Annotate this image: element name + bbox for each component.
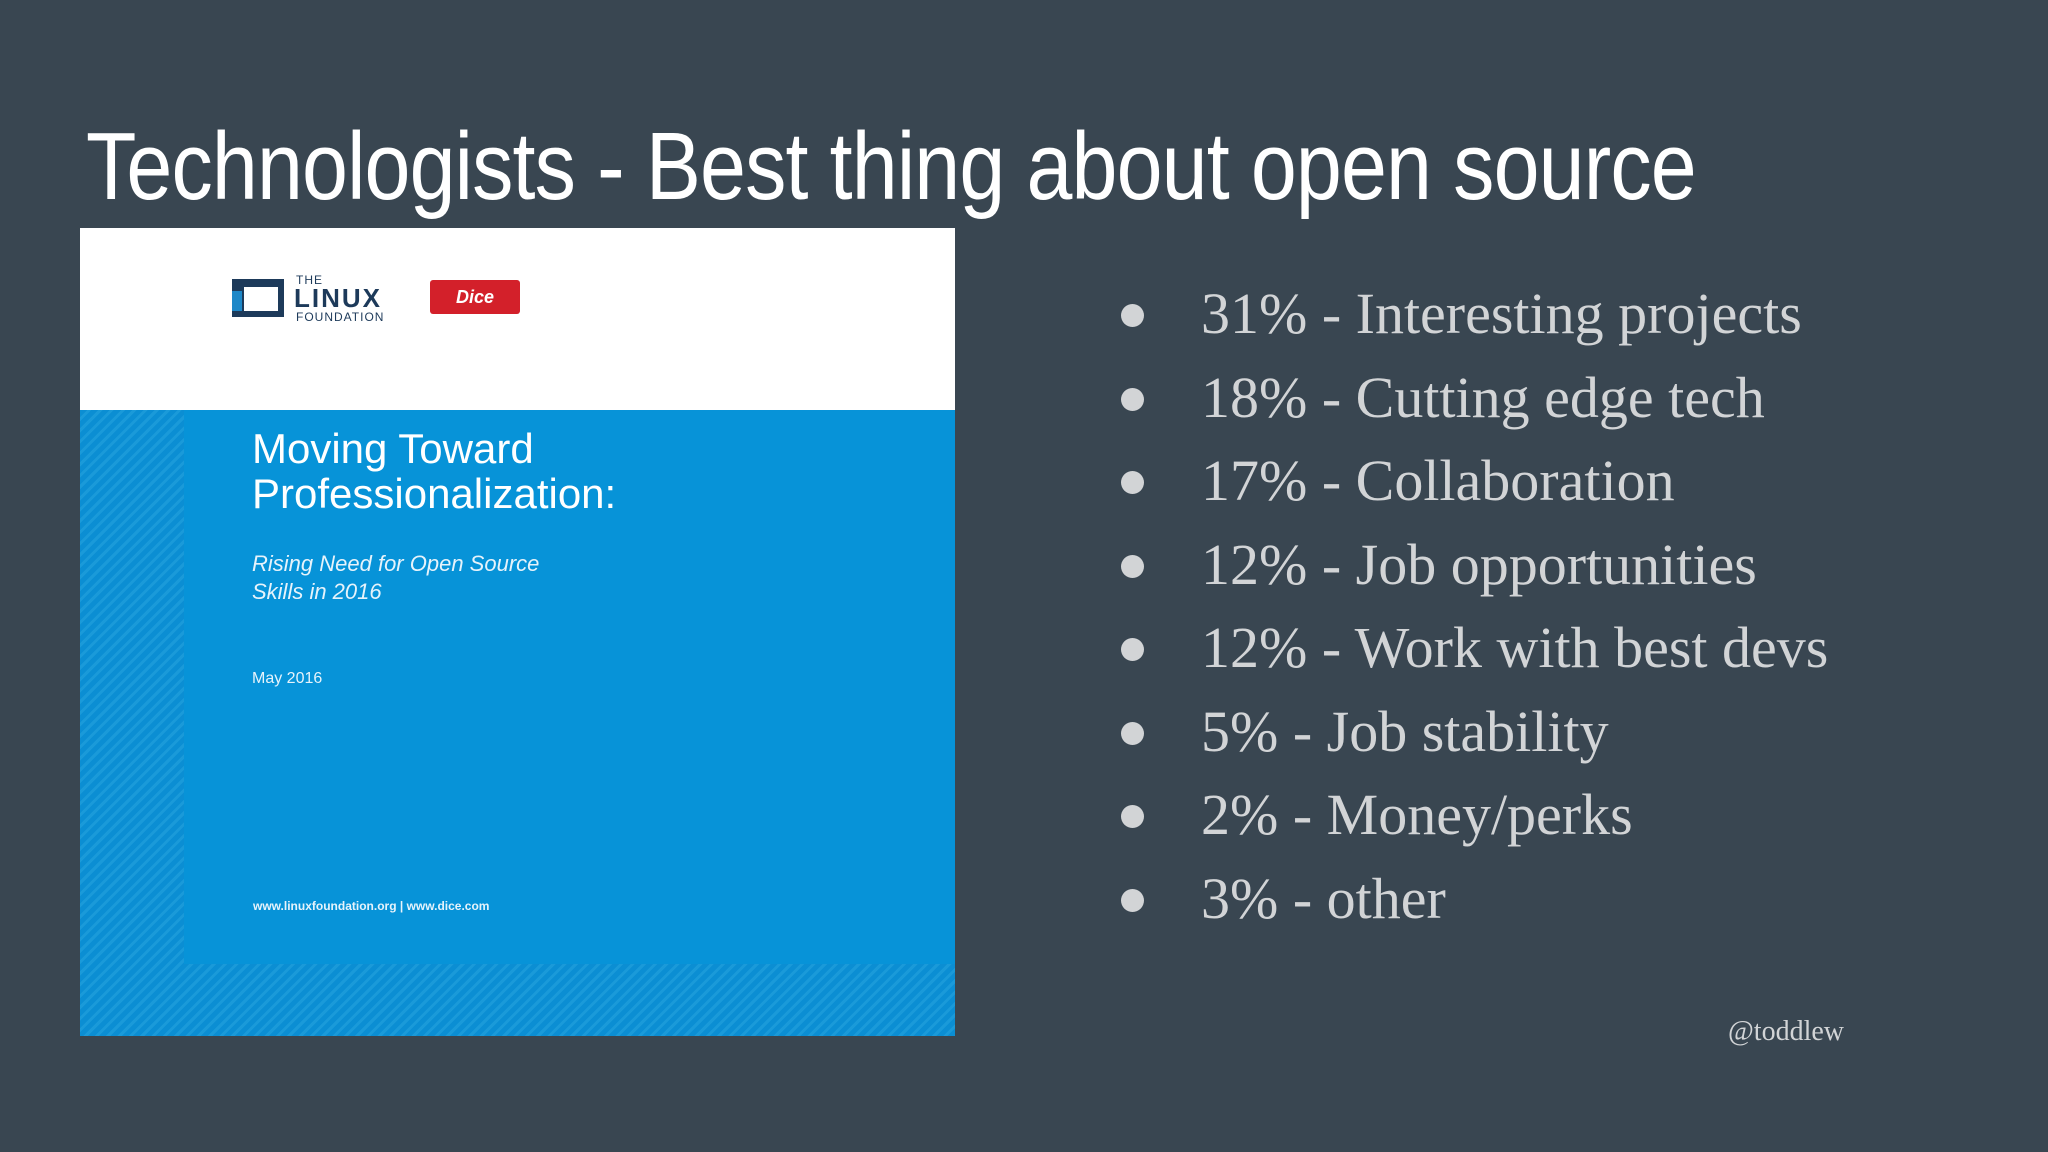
bullet-icon [1121,721,1144,745]
list-item: 12% - Work with best devs [1110,606,1828,690]
stat-text: 3% - other [1201,865,1446,931]
stats-list: 31% - Interesting projects 18% - Cutting… [1110,272,1828,940]
stat-text: 12% - Work with best devs [1201,615,1829,680]
cover-subtitle: Rising Need for Open Source Skills in 20… [252,551,540,604]
dice-logo: Dice [430,280,520,314]
bullet-icon [1121,387,1144,411]
linux-foundation-logo: THE LINUX FOUNDATION [230,273,410,324]
linux-foundation-square-icon [232,279,284,317]
bullet-icon [1121,304,1144,328]
bullet-icon [1121,471,1144,495]
list-item: 17% - Collaboration [1110,439,1828,523]
list-item: 2% - Money/perks [1110,773,1828,857]
list-item: 31% - Interesting projects [1110,272,1828,356]
logo-linux-text: LINUX [294,283,382,313]
author-handle: @toddlew [1728,1016,1844,1047]
stat-text: 12% - Job opportunities [1201,531,1757,597]
logo-foundation-text: FOUNDATION [296,310,385,324]
stat-text: 2% - Money/perks [1201,782,1633,847]
bullet-icon [1121,805,1144,829]
slide-title: Technologists - Best thing about open so… [86,113,1697,220]
cover-urls: www.linuxfoundation.org | www.dice.com [253,899,490,913]
bullet-icon [1121,638,1144,662]
bullet-icon [1121,888,1144,912]
stat-text: 5% - Job stability [1201,698,1609,764]
report-cover-image: THE LINUX FOUNDATION Dice Moving Toward … [80,228,955,1036]
stat-text: 31% - Interesting projects [1201,281,1802,346]
list-item: 18% - Cutting edge tech [1110,356,1828,440]
cover-panel [184,410,955,964]
list-item: 12% - Job opportunities [1110,523,1828,607]
cover-date: May 2016 [252,670,323,687]
cover-title: Moving Toward Professionalization: [252,425,617,517]
bullet-icon [1121,554,1144,578]
logo-the-text: THE [296,273,323,287]
cover-header: THE LINUX FOUNDATION Dice [80,228,955,410]
stat-text: 18% - Cutting edge tech [1201,364,1765,430]
stat-text: 17% - Collaboration [1201,448,1675,513]
list-item: 3% - other [1110,857,1828,941]
list-item: 5% - Job stability [1110,690,1828,774]
